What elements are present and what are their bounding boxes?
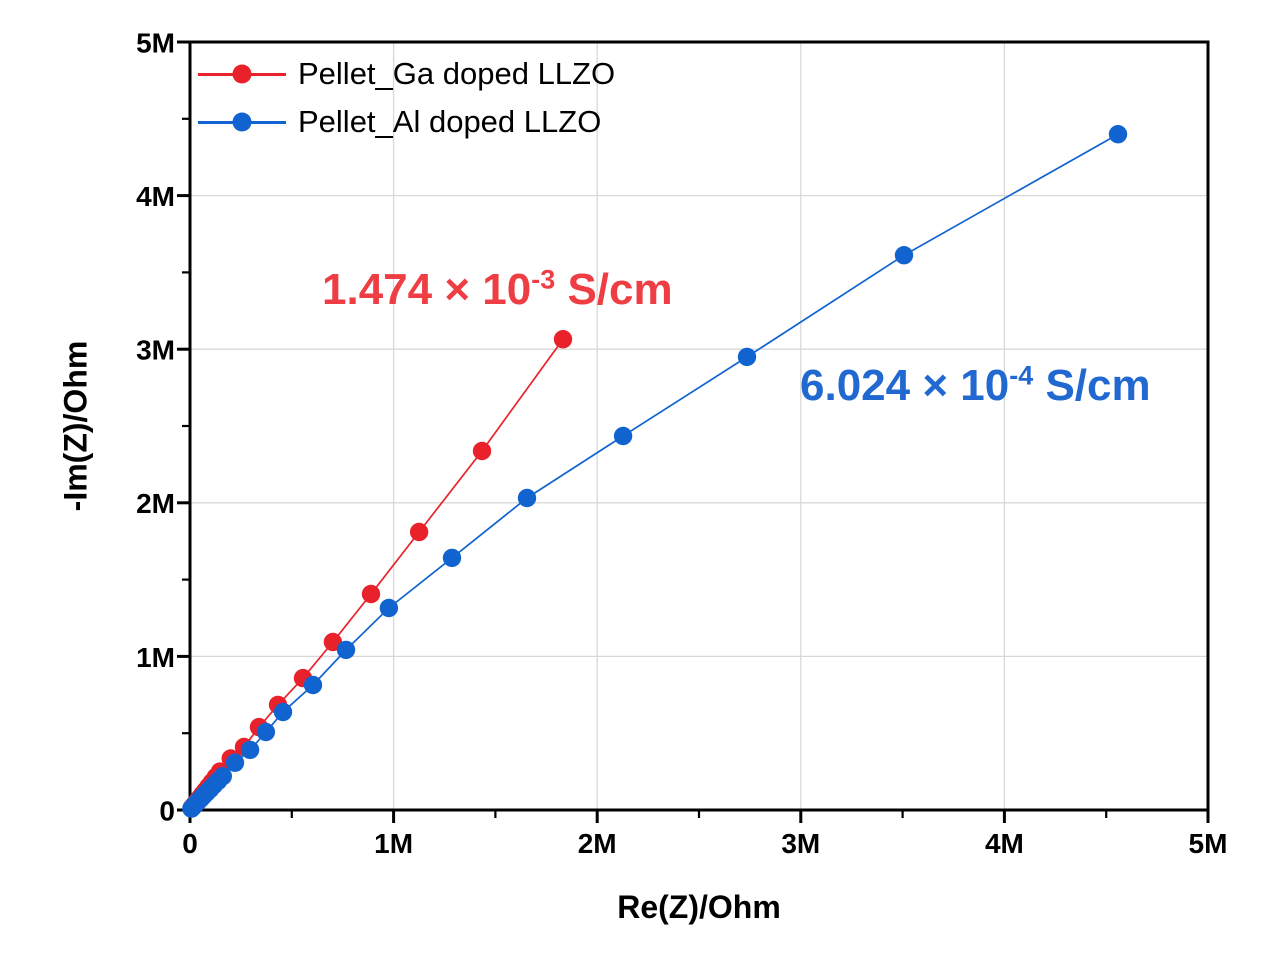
annotation-suffix: S/cm (1033, 361, 1151, 410)
annotation-base: 6.024 × 10 (800, 361, 1010, 410)
annotation-exponent: -3 (531, 264, 556, 295)
data-point-marker (613, 426, 633, 446)
series-al-doped-llzo (182, 125, 1128, 818)
x-tick-label: 4M (985, 828, 1024, 859)
x-tick-label: 0 (182, 828, 198, 859)
data-point-marker (379, 598, 399, 618)
annotation-al-conductivity: 6.024 × 10-4 S/cm (800, 361, 1151, 410)
x-tick-label: 1M (374, 828, 413, 859)
data-point-marker (225, 753, 245, 772)
legend-dot-sample (232, 112, 252, 132)
data-point-marker (894, 246, 914, 265)
series-line (190, 133, 1119, 810)
legend-label-ga: Pellet_Ga doped LLZO (298, 56, 616, 91)
data-point-marker (256, 722, 276, 742)
y-axis-title: -Im(Z)/Ohm (57, 340, 94, 512)
tick-labels: 0 1M 2M 3M 4M 5M 0 1M 2M 3M 4M 5M (136, 27, 1227, 859)
y-tick-label: 4M (136, 181, 175, 212)
x-axis-title: Re(Z)/Ohm (617, 889, 781, 925)
y-tick-label: 0 (159, 795, 175, 826)
legend-marker-al (198, 111, 286, 133)
series-line (191, 338, 564, 809)
data-point-marker (409, 522, 429, 542)
data-point-marker (303, 675, 323, 695)
data-point-marker (472, 441, 492, 461)
annotation-suffix: S/cm (555, 265, 673, 314)
gridlines (190, 42, 1208, 810)
legend-item-al-doped: Pellet_Al doped LLZO (198, 98, 615, 146)
x-tick-label: 3M (781, 828, 820, 859)
axes-frame (177, 40, 1210, 823)
data-point-marker (240, 740, 260, 760)
data-point-marker (737, 347, 757, 367)
data-point-marker (213, 767, 232, 786)
data-point-marker (553, 330, 573, 349)
data-point-marker (273, 702, 293, 722)
plot-frame (188, 40, 1210, 812)
x-tick-label: 5M (1189, 828, 1228, 859)
data-series (182, 125, 1128, 818)
y-tick-label: 1M (136, 642, 175, 673)
y-tick-label: 2M (136, 488, 175, 519)
data-point-marker (361, 584, 381, 604)
x-tick-label: 2M (578, 828, 617, 859)
data-point-marker (336, 640, 356, 660)
y-tick-label: 5M (136, 27, 175, 58)
annotation-base: 1.474 × 10 (322, 265, 532, 314)
legend-dot-sample (232, 64, 252, 84)
y-tick-label: 3M (136, 335, 175, 366)
legend-marker-ga (198, 63, 286, 85)
legend: Pellet_Ga doped LLZO Pellet_Al doped LLZ… (198, 50, 615, 146)
annotation-exponent: -4 (1009, 360, 1034, 391)
annotation-ga-conductivity: 1.474 × 10-3 S/cm (322, 265, 673, 314)
legend-item-ga-doped: Pellet_Ga doped LLZO (198, 50, 615, 98)
data-point-marker (517, 488, 537, 508)
legend-label-al: Pellet_Al doped LLZO (298, 104, 602, 139)
data-point-marker (1108, 125, 1128, 144)
series-ga-doped-llzo (182, 330, 573, 817)
data-point-marker (442, 548, 462, 568)
